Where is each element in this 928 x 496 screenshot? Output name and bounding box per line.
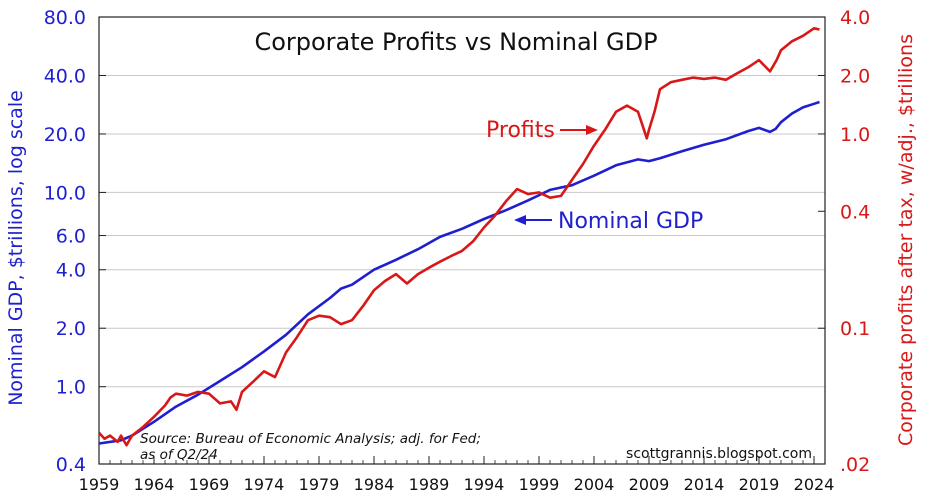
x-tick-label: 1979 xyxy=(299,475,340,494)
source-note-line-2: as of Q2/24 xyxy=(140,447,218,463)
right-tick-label: 1.0 xyxy=(840,124,870,146)
x-tick-label: 1974 xyxy=(244,475,285,494)
x-tick-label: 1964 xyxy=(134,475,175,494)
plot-frame xyxy=(98,16,826,465)
credit-text: scottgrannis.blogspot.com xyxy=(626,446,812,462)
gridlines xyxy=(99,74,825,388)
right-tick-label: 0.4 xyxy=(840,201,870,223)
right-y-axis: .02 0.1 0.4 1.0 2.0 4.0 xyxy=(818,7,870,476)
x-tick-label: 1959 xyxy=(79,475,120,494)
gdp-annotation-label: Nominal GDP xyxy=(558,209,703,234)
x-tick-label: 2004 xyxy=(574,475,615,494)
profits-annotation-label: Profits xyxy=(486,118,555,143)
left-tick-label: 0.4 xyxy=(56,454,86,476)
left-tick-label: 1.0 xyxy=(56,377,86,399)
left-tick-label: 6.0 xyxy=(56,226,86,248)
left-tick-label: 10.0 xyxy=(44,182,86,204)
gdp-arrow-icon xyxy=(514,215,552,225)
right-tick-label: .02 xyxy=(840,454,870,476)
x-tick-label: 1999 xyxy=(519,475,560,494)
right-tick-label: 2.0 xyxy=(840,65,870,87)
right-y-axis-label: Corporate profits after tax, w/adj., $tr… xyxy=(895,34,917,446)
series-lines xyxy=(98,27,820,447)
x-tick-label: 1989 xyxy=(409,475,450,494)
x-tick-label: 2024 xyxy=(794,475,835,494)
x-tick-label: 2014 xyxy=(684,475,725,494)
left-tick-label: 2.0 xyxy=(56,318,86,340)
left-tick-label: 4.0 xyxy=(56,260,86,282)
left-y-axis-label: Nominal GDP, $trillions, log scale xyxy=(5,90,27,406)
series-line-profits xyxy=(98,27,820,447)
x-tick-label: 1969 xyxy=(189,475,230,494)
right-tick-label: 0.1 xyxy=(840,318,870,340)
x-tick-label: 2019 xyxy=(739,475,780,494)
profits-arrow-icon xyxy=(560,125,598,135)
series-line-nominal-gdp xyxy=(98,100,820,445)
x-tick-label: 1994 xyxy=(464,475,505,494)
x-tick-label: 2009 xyxy=(629,475,670,494)
left-y-axis: 0.4 1.0 2.0 4.0 6.0 10.0 20.0 40.0 80.0 xyxy=(44,7,106,476)
left-tick-label: 40.0 xyxy=(44,65,86,87)
right-tick-label: 4.0 xyxy=(840,7,870,29)
x-axis: 1959 1964 1969 1974 1979 1984 1989 1994 1999 2004… xyxy=(79,456,835,494)
left-tick-label: 80.0 xyxy=(44,7,86,29)
x-tick-label: 1984 xyxy=(354,475,395,494)
left-tick-label: 20.0 xyxy=(44,124,86,146)
chart-title: Corporate Profits vs Nominal GDP xyxy=(254,28,657,56)
source-note-line-1: Source: Bureau of Economic Analysis; adj… xyxy=(140,431,481,447)
